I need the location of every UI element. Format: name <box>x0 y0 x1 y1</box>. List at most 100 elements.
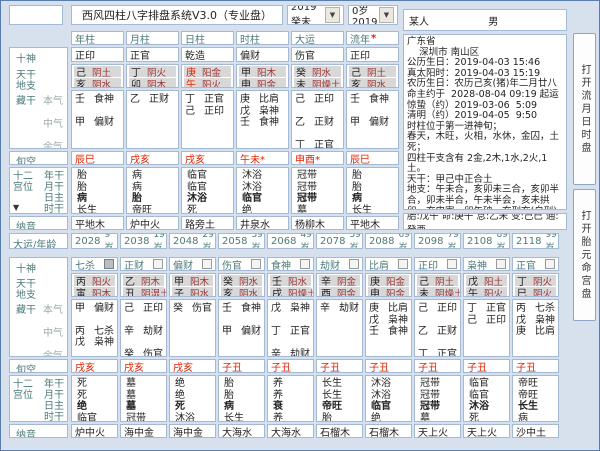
gongwei-cell: 帝旺 帝旺 长生 病 <box>512 375 559 422</box>
top-xunkong-label: 旬空 <box>9 151 68 165</box>
ganzhi-cell: 壬阳水 戌阳燥土 <box>267 273 314 297</box>
dayun-year-cell[interactable]: 2058 39岁 <box>218 233 265 249</box>
pointer-down-icon[interactable]: ▼ <box>13 203 20 213</box>
checkbox-icon[interactable] <box>251 259 261 269</box>
canggan-cell: 丙七杀 戊枭神 庚比肩 <box>512 299 559 357</box>
gongwei-cell: 养 养 衰 养 <box>267 375 314 422</box>
gongwei-cell: 临官 临官 沐浴 死 <box>181 167 234 214</box>
checkbox-icon[interactable] <box>398 259 408 269</box>
label-benqi: 本气 <box>43 96 63 107</box>
nayin-cell: 石榴木 <box>316 424 363 438</box>
liunian-select[interactable]: 0岁 2019 ▼ <box>348 5 398 25</box>
info-line: 时柱位于第一进神旬； <box>407 120 503 132</box>
gongwei-cell: 冠带 冠带 冠带 墓 <box>414 375 461 422</box>
gongwei-cell: 墓 墓 墓 冠带 <box>120 375 167 422</box>
ganzhi-cell: 己阴土 亥阴水 <box>71 64 124 88</box>
canggan-cell: 壬食神 甲偏财 <box>346 90 399 149</box>
nayin-cell: 大海水 <box>218 424 265 438</box>
label-dizhi: 地支 <box>16 81 36 92</box>
liunian-select-value: 0岁 2019 <box>352 6 378 25</box>
label-yuegan: 月干 <box>44 182 64 194</box>
pillar-header-cell: 年柱 <box>71 31 124 45</box>
liunian-star: * <box>371 32 377 44</box>
dayun-year-cell[interactable]: 2068 49岁 <box>267 233 314 249</box>
xunkong-cell: 子丑 <box>512 359 559 373</box>
dayun-year-cell[interactable]: 2118 99岁 <box>512 233 559 249</box>
pillar-header-cell: 时柱 <box>236 31 289 45</box>
canggan-cell: 丁正官 己正印 <box>463 299 510 357</box>
dayun-shishen-header-cell: 伤官 <box>218 257 265 271</box>
checkbox-icon[interactable] <box>300 259 310 269</box>
label-canggan: 藏干 <box>16 96 36 107</box>
gongwei-cell: 胎 胎 病 长生 <box>71 167 124 214</box>
ganzhi-cell: 乙阴木 丑阴湿土 <box>120 273 167 297</box>
canggan-cell: 壬食神 甲偏财 <box>218 299 265 357</box>
canggan-cell: 癸伤官 <box>169 299 216 357</box>
label-shier: 十二 <box>13 171 33 183</box>
canggan-cell: 庚比肩 戊枭神 壬食神 <box>236 90 289 149</box>
dayun-year-cell[interactable]: 2098 79岁 <box>414 233 461 249</box>
dayun-year-cell[interactable]: 2048 29岁 <box>169 233 216 249</box>
nayin-cell: 大海水 <box>267 424 314 438</box>
dayun-shishen-header-cell: 偏财 <box>169 257 216 271</box>
info-line: 广东省 <box>407 36 436 47</box>
name-input[interactable] <box>9 5 63 25</box>
bottom-nayin-label: 纳音 <box>9 424 68 438</box>
label-niangan: 年干 <box>44 171 64 183</box>
ganzhi-cell: 甲阳木 申阳金 <box>236 64 289 88</box>
info-line: 惊蛰（约）2019-03-06 5:09 <box>407 99 538 111</box>
xunkong-cell: 戌亥 <box>71 359 118 373</box>
dayun-year-cell[interactable]: 2108 89岁 <box>463 233 510 249</box>
ganzhi-cell: 丙阳火 寅阳木 <box>71 273 118 297</box>
dayun-shishen-header-cell: 食神 <box>267 257 314 271</box>
ganzhi-cell: 丁阴火 巳阴火 <box>512 273 559 297</box>
checkbox-icon[interactable] <box>104 259 114 269</box>
checkbox-icon[interactable] <box>496 259 506 269</box>
nayin-cell: 沙中土 <box>512 424 559 438</box>
bottom-gongwei-labels: 十二 年干 宫位 月干 日主 时干 <box>9 375 68 422</box>
dayun-shishen-header-cell: 正财 <box>120 257 167 271</box>
nayin-cell: 天上火 <box>463 424 510 438</box>
checkbox-icon[interactable] <box>202 259 212 269</box>
nayin-cell: 井泉水 <box>236 216 289 230</box>
xunkong-cell: 戌亥 <box>181 151 234 165</box>
dayun-shishen-header-cell: 比肩 <box>365 257 412 271</box>
nayin-cell: 路旁土 <box>181 216 234 230</box>
checkbox-icon[interactable] <box>153 259 163 269</box>
nayin-cell: 杨柳木 <box>291 216 344 230</box>
ganzhi-cell: 庚阳金 午阳火 <box>181 64 234 88</box>
top-row-labels-panel: 十神 天干 地支 藏干 本气 中气 余气 <box>9 47 68 149</box>
dayun-select[interactable]: 2019 癸未 ▼ <box>287 5 344 25</box>
chevron-down-icon[interactable]: ▼ <box>325 7 340 23</box>
info-line: 天干：甲己中正合土 <box>407 173 493 185</box>
bottom-row-labels-panel: 十神 天干 地支 藏干 本气 中气 余气 <box>9 257 68 357</box>
nayin-cell: 炉中火 <box>126 216 179 230</box>
open-taiyuan-minggong-button[interactable]: 打开胎元命宫盘 <box>573 189 596 321</box>
pillar-header-cell: 日柱 <box>181 31 234 45</box>
checkbox-icon[interactable] <box>349 259 359 269</box>
checkbox-icon[interactable] <box>447 259 457 269</box>
chevron-down-icon[interactable]: ▼ <box>379 7 394 23</box>
dayun-year-cell[interactable]: 2088 69岁 <box>365 233 412 249</box>
label-tiangan: 天干 <box>16 70 36 81</box>
xunkong-cell: 午未* <box>236 151 289 165</box>
gongwei-cell: 死 死 绝 临官 <box>71 375 118 422</box>
dayun-select-value: 2019 癸未 <box>291 5 317 25</box>
xunkong-cell: 戌亥 <box>126 151 179 165</box>
ganzhi-cell: 甲阳木 子阳水 <box>169 273 216 297</box>
open-liuyue-rishi-button[interactable]: 打开流月日时盘 <box>573 33 596 185</box>
canggan-cell: 壬食神 甲偏财 <box>71 90 124 149</box>
ganzhi-cell: 戊阳土 午阳火 <box>463 273 510 297</box>
dayun-year-cell[interactable]: 2078 59岁 <box>316 233 363 249</box>
checkbox-icon[interactable] <box>545 259 555 269</box>
label-gongwei: 宫位 <box>13 182 33 194</box>
nayin-cell: 海中金 <box>120 424 167 438</box>
nayin-cell: 石榴木 <box>365 424 412 438</box>
dayun-year-cell[interactable]: 2038 19岁 <box>120 233 167 249</box>
xunkong-cell: 戌亥 <box>120 359 167 373</box>
ganzhi-cell: 癸阴水 未阴燥土 <box>291 64 344 88</box>
gongwei-cell: 冠带 冠带 冠带 墓 <box>291 167 344 214</box>
label-rizhu: 日主 <box>44 193 64 205</box>
dayun-shishen-header-cell: 劫财 <box>316 257 363 271</box>
dayun-year-cell[interactable]: 2028 9岁 <box>71 233 118 249</box>
